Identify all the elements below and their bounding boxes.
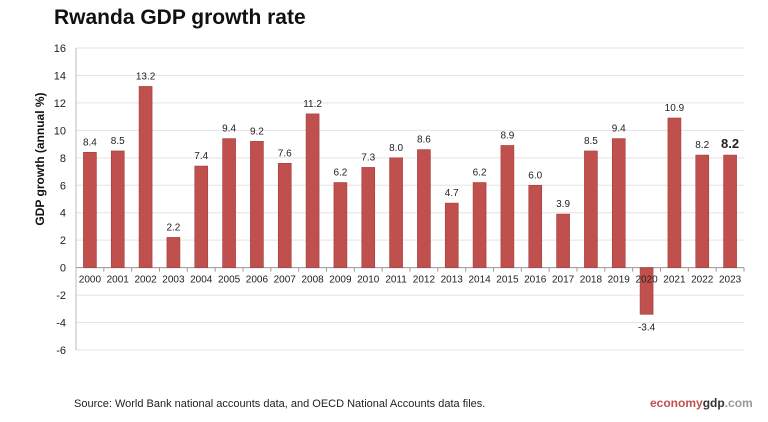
bar-2020 bbox=[639, 267, 654, 315]
data-label-2006: 9.2 bbox=[250, 126, 264, 137]
data-label-2017: 3.9 bbox=[556, 199, 570, 210]
x-tick-label: 2002 bbox=[134, 275, 157, 286]
x-tick-label: 2016 bbox=[524, 275, 547, 286]
y-tick-label: -2 bbox=[56, 290, 66, 302]
y-tick-label: 14 bbox=[54, 70, 66, 82]
data-label-2009: 6.2 bbox=[333, 168, 347, 179]
y-tick-label: -4 bbox=[56, 318, 66, 330]
x-tick-label: 2000 bbox=[79, 275, 102, 286]
y-axis-label: GDP growth (annual %) bbox=[33, 92, 47, 225]
x-tick-label: 2015 bbox=[496, 275, 519, 286]
x-tick-label: 2013 bbox=[441, 275, 464, 286]
brand-part: gdp bbox=[702, 396, 725, 410]
x-tick-label: 2005 bbox=[218, 275, 241, 286]
x-tick-label: 2021 bbox=[663, 275, 686, 286]
bar-2000 bbox=[83, 152, 97, 268]
source-note: Source: World Bank national accounts dat… bbox=[74, 398, 486, 410]
data-label-2014: 6.2 bbox=[473, 168, 487, 179]
data-label-2013: 4.7 bbox=[445, 188, 459, 199]
brand-logo: economygdp.com bbox=[650, 396, 753, 410]
bar-2012 bbox=[417, 149, 431, 268]
bar-2010 bbox=[361, 167, 376, 268]
x-tick-label: 2018 bbox=[580, 275, 603, 286]
y-tick-label: 10 bbox=[54, 125, 66, 137]
bar-2009 bbox=[333, 182, 348, 268]
bar-2005 bbox=[222, 138, 236, 268]
x-tick-label: 2019 bbox=[608, 275, 631, 286]
x-tick-label: 2012 bbox=[413, 275, 436, 286]
data-label-2005: 9.4 bbox=[222, 124, 236, 135]
x-tick-label: 2009 bbox=[329, 275, 352, 286]
y-tick-label: -6 bbox=[56, 345, 66, 357]
bar-2001 bbox=[110, 150, 125, 268]
x-tick-label: 2004 bbox=[190, 275, 213, 286]
y-tick-label: 6 bbox=[60, 180, 66, 192]
brand-part: .com bbox=[724, 396, 753, 410]
x-tick-label: 2023 bbox=[719, 275, 742, 286]
x-tick-label: 2007 bbox=[274, 275, 297, 286]
bar-2007 bbox=[277, 163, 292, 268]
data-label-2004: 7.4 bbox=[194, 151, 208, 162]
data-label-2011: 8.0 bbox=[389, 143, 403, 154]
data-label-2012: 8.6 bbox=[417, 135, 431, 146]
data-label-2020: -3.4 bbox=[638, 322, 656, 333]
x-tick-label: 2022 bbox=[691, 275, 714, 286]
data-label-2010: 7.3 bbox=[361, 152, 375, 163]
x-tick-label: 2003 bbox=[162, 275, 185, 286]
x-tick-label: 2010 bbox=[357, 275, 380, 286]
data-label-2002: 13.2 bbox=[136, 71, 156, 82]
bar-2015 bbox=[500, 145, 515, 268]
y-tick-label: 0 bbox=[60, 263, 66, 275]
data-label-2018: 8.5 bbox=[584, 136, 598, 147]
bar-2018 bbox=[584, 150, 598, 268]
bar-2002 bbox=[138, 86, 153, 268]
bar-2003 bbox=[166, 237, 181, 268]
data-label-2023: 8.2 bbox=[721, 136, 739, 151]
brand-part: economy bbox=[650, 396, 703, 410]
bar-2023 bbox=[723, 154, 737, 268]
x-tick-label: 2001 bbox=[107, 275, 130, 286]
bar-2022 bbox=[695, 154, 710, 268]
x-tick-label: 2006 bbox=[246, 275, 269, 286]
data-label-2015: 8.9 bbox=[500, 130, 514, 141]
x-tick-label: 2017 bbox=[552, 275, 575, 286]
bar-2013 bbox=[444, 202, 459, 268]
bar-2016 bbox=[528, 184, 543, 268]
bar-2011 bbox=[389, 157, 403, 268]
bar-2017 bbox=[556, 213, 570, 268]
x-tick-label: 2014 bbox=[468, 275, 491, 286]
bar-2004 bbox=[194, 165, 209, 268]
y-tick-label: 8 bbox=[60, 153, 66, 165]
bar-2021 bbox=[667, 117, 682, 268]
bar-2008 bbox=[305, 113, 320, 268]
y-tick-label: 2 bbox=[60, 235, 66, 247]
bar-2006 bbox=[250, 141, 264, 268]
y-tick-label: 16 bbox=[54, 43, 66, 55]
data-label-2022: 8.2 bbox=[695, 140, 709, 151]
bar-2019 bbox=[611, 138, 626, 268]
y-tick-label: 12 bbox=[54, 98, 66, 110]
data-label-2008: 11.2 bbox=[303, 99, 322, 110]
y-tick-label: 4 bbox=[60, 208, 66, 220]
data-label-2019: 9.4 bbox=[612, 124, 626, 135]
x-tick-label: 2008 bbox=[301, 275, 324, 286]
data-label-2003: 2.2 bbox=[166, 222, 180, 233]
data-label-2007: 7.6 bbox=[278, 148, 292, 159]
data-label-2000: 8.4 bbox=[83, 137, 97, 148]
data-label-2016: 6.0 bbox=[528, 170, 542, 181]
bar-2014 bbox=[472, 182, 487, 268]
chart-title: Rwanda GDP growth rate bbox=[54, 6, 306, 29]
data-label-2021: 10.9 bbox=[665, 103, 685, 114]
x-tick-label: 2020 bbox=[635, 275, 658, 286]
x-tick-label: 2011 bbox=[385, 275, 407, 286]
data-label-2001: 8.5 bbox=[111, 136, 125, 147]
